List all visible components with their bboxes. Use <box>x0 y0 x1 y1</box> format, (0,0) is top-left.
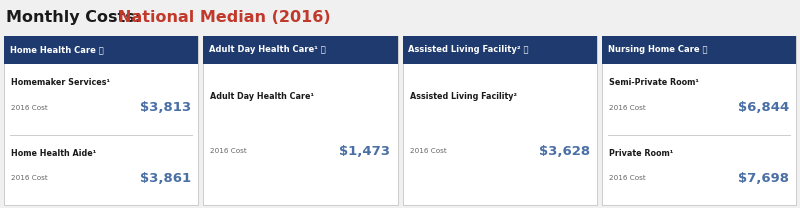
Text: Private Room¹: Private Room¹ <box>609 149 673 158</box>
Text: 2016 Cost: 2016 Cost <box>11 105 48 111</box>
Text: Assisted Living Facility² ⓘ: Assisted Living Facility² ⓘ <box>409 46 529 54</box>
Text: 2016 Cost: 2016 Cost <box>11 175 48 181</box>
Text: Nursing Home Care ⓘ: Nursing Home Care ⓘ <box>608 46 707 54</box>
Text: Homemaker Services¹: Homemaker Services¹ <box>11 78 110 87</box>
Text: $6,844: $6,844 <box>738 101 789 114</box>
Bar <box>602 36 796 64</box>
Bar <box>203 36 398 205</box>
Bar <box>602 36 796 205</box>
Text: Home Health Aide¹: Home Health Aide¹ <box>11 149 96 158</box>
Bar <box>203 36 398 64</box>
Bar <box>402 36 597 64</box>
Text: Adult Day Health Care¹ ⓘ: Adult Day Health Care¹ ⓘ <box>210 46 326 54</box>
Text: National Median (2016): National Median (2016) <box>118 10 330 25</box>
Text: $1,473: $1,473 <box>339 145 390 158</box>
Text: 2016 Cost: 2016 Cost <box>609 105 646 111</box>
Bar <box>402 36 597 205</box>
Bar <box>4 36 198 64</box>
Text: Assisted Living Facility²: Assisted Living Facility² <box>410 92 517 101</box>
Text: 2016 Cost: 2016 Cost <box>609 175 646 181</box>
Text: Monthly Costs:: Monthly Costs: <box>6 10 146 25</box>
Bar <box>4 36 198 205</box>
Text: 2016 Cost: 2016 Cost <box>210 149 247 154</box>
Text: 2016 Cost: 2016 Cost <box>410 149 446 154</box>
Text: $3,628: $3,628 <box>538 145 590 158</box>
Text: Adult Day Health Care¹: Adult Day Health Care¹ <box>210 92 314 101</box>
Text: Home Health Care ⓘ: Home Health Care ⓘ <box>10 46 104 54</box>
Text: $3,813: $3,813 <box>140 101 191 114</box>
Text: $7,698: $7,698 <box>738 172 789 185</box>
Text: Semi-Private Room¹: Semi-Private Room¹ <box>609 78 698 87</box>
Text: $3,861: $3,861 <box>140 172 191 185</box>
